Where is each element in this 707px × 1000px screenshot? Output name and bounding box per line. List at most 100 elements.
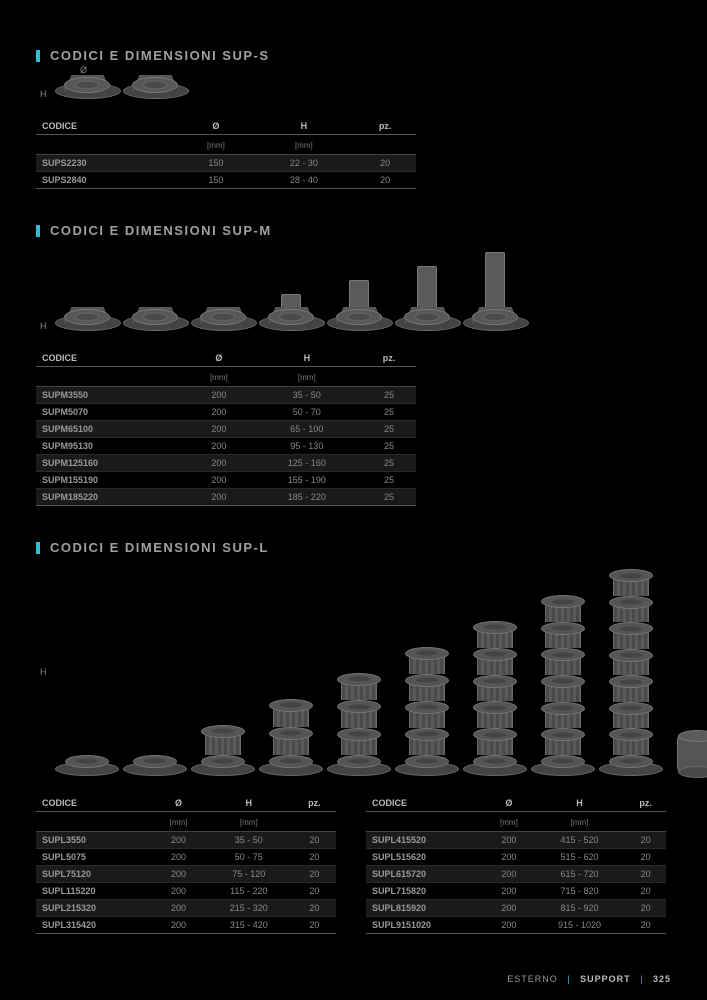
cell-dia: 200 [152, 865, 204, 882]
cell-pz: 20 [625, 865, 666, 882]
cell-h: 28 - 40 [253, 172, 354, 189]
cell-h: 22 - 30 [253, 155, 354, 172]
cell-dia: 200 [484, 882, 534, 899]
table-row: SUPL715820200715 - 82020 [366, 882, 666, 899]
cell-pz: 20 [625, 899, 666, 916]
cell-h: 315 - 420 [205, 916, 293, 933]
section-title-text: CODICI E DIMENSIONI SUP-L [50, 540, 269, 555]
cell-dia: 200 [186, 421, 252, 438]
table-sup-s: CODICEØHpz. [mm][mm] SUPS223015022 - 302… [36, 115, 416, 189]
cell-h: 50 - 70 [252, 404, 362, 421]
cell-h: 715 - 820 [534, 882, 626, 899]
pedestal-m-7 [463, 252, 527, 331]
illustration-row-s: H Ø [36, 77, 671, 99]
illustration-row-m: H [36, 252, 671, 331]
cell-pz: 25 [362, 472, 416, 489]
cell-pz: 20 [354, 155, 416, 172]
cell-pz: 20 [293, 865, 336, 882]
cell-dia: 150 [178, 172, 253, 189]
cell-h: 75 - 120 [205, 865, 293, 882]
table-row: SUPL415520200415 - 52020 [366, 831, 666, 848]
cell-dia: 200 [484, 916, 534, 933]
footer-mid: SUPPORT [580, 974, 631, 984]
cell-dia: 200 [186, 387, 252, 404]
cell-h: 615 - 720 [534, 865, 626, 882]
table-row: SUPL615720200615 - 72020 [366, 865, 666, 882]
pedestal-m-4 [259, 294, 323, 331]
pedestal-s-2 [123, 77, 187, 99]
cell-dia: 200 [484, 848, 534, 865]
cell-h: 65 - 100 [252, 421, 362, 438]
cell-dia: 200 [152, 848, 204, 865]
footer-left: ESTERNO [507, 974, 558, 984]
cell-pz: 20 [293, 882, 336, 899]
table-row: SUPL315420200315 - 42020 [36, 916, 336, 933]
cell-code: SUPL115220 [36, 882, 152, 899]
pedestal-s-1 [55, 77, 119, 99]
cell-dia: 200 [186, 472, 252, 489]
cell-pz: 25 [362, 489, 416, 506]
pedestal-m-6 [395, 266, 459, 331]
cell-code: SUPM5070 [36, 404, 186, 421]
accent-bar [36, 542, 40, 554]
cell-dia: 200 [186, 404, 252, 421]
cell-h: 415 - 520 [534, 831, 626, 848]
tower-l-3 [191, 725, 255, 776]
cell-pz: 20 [293, 848, 336, 865]
tower-l-5 [327, 673, 391, 776]
cell-h: 95 - 130 [252, 438, 362, 455]
cell-pz: 25 [362, 404, 416, 421]
pedestal-m-1 [55, 309, 119, 331]
cell-code: SUPM65100 [36, 421, 186, 438]
cell-code: SUPL715820 [366, 882, 484, 899]
table-row: SUPL115220200115 - 22020 [36, 882, 336, 899]
cell-dia: 150 [178, 155, 253, 172]
cell-code: SUPS2840 [36, 172, 178, 189]
cell-code: SUPL5075 [36, 848, 152, 865]
tower-l-1 [55, 755, 119, 776]
table-row: SUPS223015022 - 3020 [36, 155, 416, 172]
cell-code: SUPL3550 [36, 831, 152, 848]
section-title-text: CODICI E DIMENSIONI SUP-M [50, 223, 272, 238]
cell-dia: 200 [152, 831, 204, 848]
footer-sep: | [567, 974, 570, 984]
table-row: SUPL355020035 - 5020 [36, 831, 336, 848]
section-title-s: CODICI E DIMENSIONI SUP-S [36, 48, 671, 63]
tower-l-4 [259, 699, 323, 776]
cell-h: 35 - 50 [252, 387, 362, 404]
cell-pz: 20 [293, 899, 336, 916]
footer-sep: | [640, 974, 643, 984]
dim-h-label: H [40, 667, 47, 677]
cell-pz: 20 [293, 831, 336, 848]
cell-code: SUPM185220 [36, 489, 186, 506]
section-title-text: CODICI E DIMENSIONI SUP-S [50, 48, 270, 63]
cell-pz: 20 [625, 848, 666, 865]
cell-dia: 200 [484, 899, 534, 916]
dim-h-label: H [40, 89, 47, 99]
table-row: SUPL9151020200915 - 102020 [366, 916, 666, 933]
cell-code: SUPL75120 [36, 865, 152, 882]
cell-code: SUPL515620 [366, 848, 484, 865]
cell-dia: 200 [484, 831, 534, 848]
cell-dia: 200 [152, 916, 204, 933]
tower-l-2 [123, 755, 187, 776]
accent-bar [36, 50, 40, 62]
pedestal-m-5 [327, 280, 391, 331]
cell-code: SUPM3550 [36, 387, 186, 404]
table-row: SUPL815920200815 - 92020 [366, 899, 666, 916]
cell-dia: 200 [186, 438, 252, 455]
table-row: SUPM185220200185 - 22025 [36, 489, 416, 506]
cell-code: SUPM125160 [36, 455, 186, 472]
table-row: SUPS284015028 - 4020 [36, 172, 416, 189]
dim-dia-label: Ø [80, 65, 87, 75]
cell-code: SUPL615720 [366, 865, 484, 882]
cell-pz: 25 [362, 438, 416, 455]
cell-h: 125 - 160 [252, 455, 362, 472]
cell-h: 515 - 620 [534, 848, 626, 865]
cell-h: 35 - 50 [205, 831, 293, 848]
table-row: SUPM355020035 - 5025 [36, 387, 416, 404]
cell-h: 155 - 190 [252, 472, 362, 489]
cell-pz: 20 [354, 172, 416, 189]
table-row: SUPM507020050 - 7025 [36, 404, 416, 421]
cell-dia: 200 [152, 882, 204, 899]
